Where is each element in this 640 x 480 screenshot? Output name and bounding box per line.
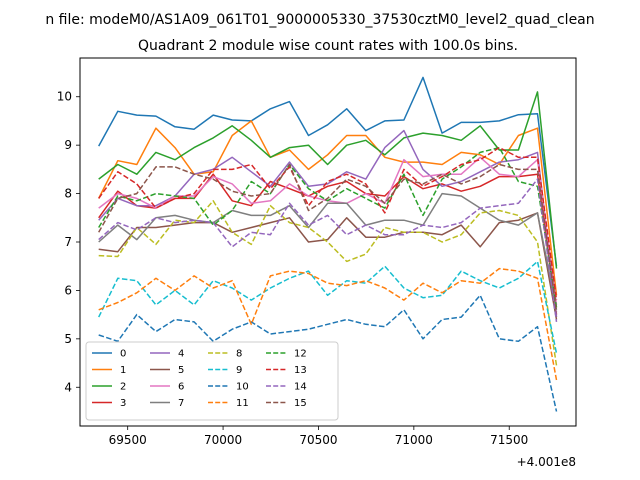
series-line-11 [98,267,558,381]
y-axis: 4 5 6 7 8 9 10 [57,90,80,394]
legend-label-4: 4 [178,349,184,360]
legend-box [85,341,339,421]
legend-label-0: 0 [120,349,126,360]
x-tick-label: 69500 [109,433,147,447]
legend-label-3: 3 [120,398,126,409]
legend-label-13: 13 [294,365,307,376]
y-tick-label: 9 [64,138,72,152]
legend-label-9: 9 [236,365,242,376]
series-line-1 [98,120,558,296]
legend-label-12: 12 [294,349,307,360]
y-tick-label: 10 [57,90,72,104]
x-tick-label: 70500 [299,433,337,447]
series-line-14 [98,178,558,322]
chart-title: Quadrant 2 module wise count rates with … [138,38,518,54]
series-line-9 [98,260,558,354]
series-line-2 [98,91,558,269]
series-line-5 [98,212,558,320]
legend-label-1: 1 [120,365,126,376]
series-line-0 [98,76,558,267]
series-line-10 [98,294,558,412]
x-axis: 69500 70000 70500 71000 71500 [109,426,528,447]
y-tick-label: 5 [64,332,72,346]
legend-label-2: 2 [120,382,126,393]
y-tick-label: 6 [64,283,72,297]
series-line-6 [98,156,558,305]
plot-lines [98,76,558,412]
series-line-7 [98,192,558,310]
y-tick-label: 7 [64,235,72,249]
legend-label-10: 10 [236,382,249,393]
legend-label-11: 11 [236,398,249,409]
y-tick-label: 8 [64,187,72,201]
legend-label-14: 14 [294,382,307,393]
series-line-12 [98,146,558,308]
legend-label-7: 7 [178,398,184,409]
x-tick-label: 71000 [395,433,433,447]
series-line-15 [98,163,558,313]
series-line-13 [98,146,558,301]
x-offset-text: +4.001e8 [517,455,576,469]
x-tick-label: 70000 [204,433,242,447]
legend-label-5: 5 [178,365,184,376]
figure-suptitle: n file: modeM0/AS1A09_061T01_9000005330_… [45,12,594,28]
y-tick-label: 4 [64,380,72,394]
x-tick-label: 71500 [490,433,528,447]
legend-label-6: 6 [178,382,184,393]
legend-label-8: 8 [236,349,242,360]
legend-label-15: 15 [294,398,307,409]
